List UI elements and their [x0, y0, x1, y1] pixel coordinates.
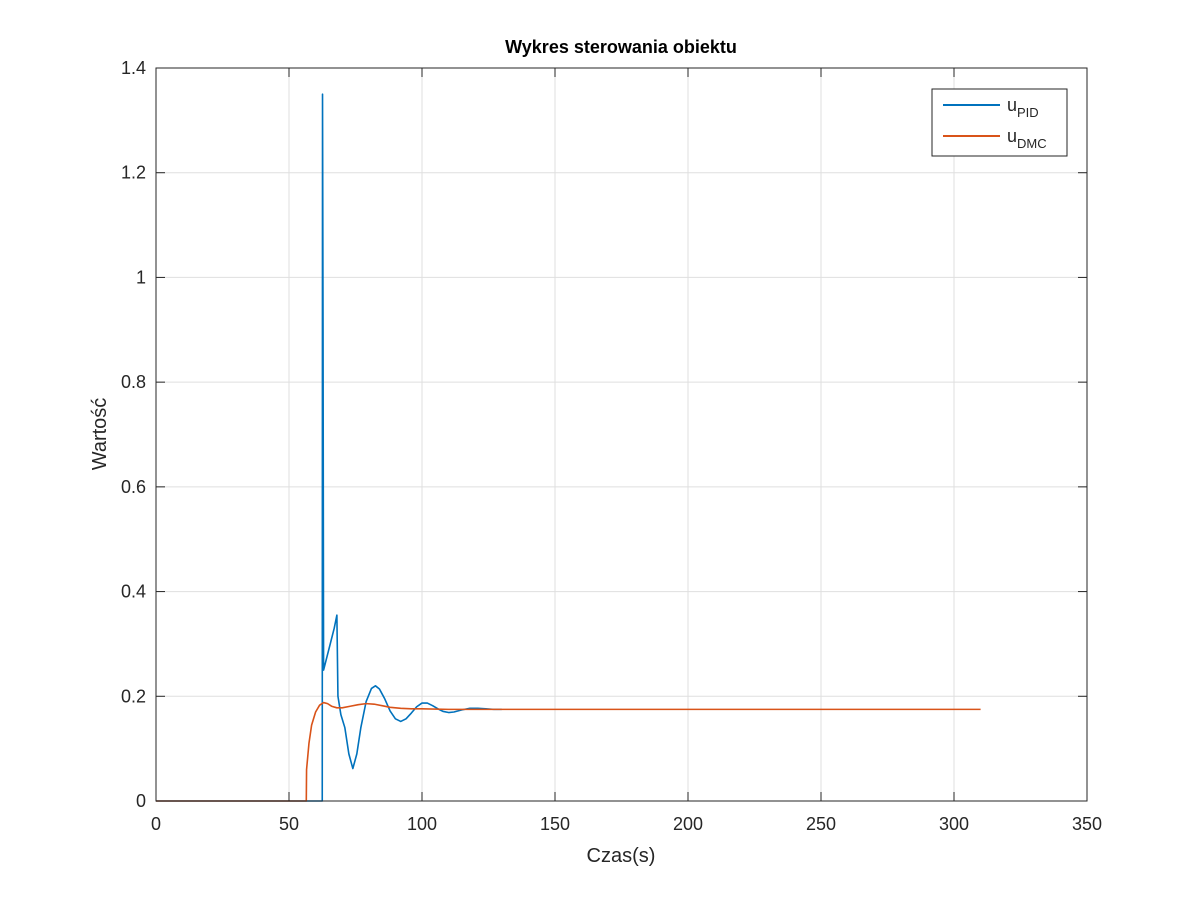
y-tick-label: 1.2 — [121, 163, 146, 183]
series-line-u-dmc — [156, 701, 981, 802]
legend-box — [931, 88, 1068, 157]
x-tick-label: 200 — [673, 814, 703, 834]
x-tick-label: 50 — [279, 814, 299, 834]
series-line-u-pid — [156, 93, 502, 802]
y-tick-label: 0.6 — [121, 477, 146, 497]
axes-box — [155, 67, 1088, 802]
y-tick-label: 1.4 — [121, 58, 146, 78]
x-axis-label: Czas(s) — [587, 845, 656, 867]
legend-label-u-pid: uPID — [1007, 95, 1039, 120]
tick-labels: 0 50 100 150 200 250 300 350 0 0.2 0.4 0.6 0.8 1 1.2 1.… — [121, 58, 1102, 834]
x-tick-label: 250 — [806, 814, 836, 834]
y-tick-label: 0.4 — [121, 582, 146, 602]
y-tick-label: 1 — [136, 267, 146, 287]
x-tick-label: 0 — [151, 814, 161, 834]
chart-title: Wykres sterowania obiektu — [505, 37, 737, 57]
series-layer — [156, 93, 981, 802]
y-tick-label: 0.2 — [121, 686, 146, 706]
legend-label-u-pid-sub: PID — [1017, 105, 1039, 120]
legend: uPID uDMC — [931, 88, 1068, 157]
legend-label-u-dmc-base: u — [1007, 126, 1017, 146]
legend-label-u-pid-base: u — [1007, 95, 1017, 115]
grid — [156, 68, 1087, 801]
x-tick-label: 100 — [407, 814, 437, 834]
x-tick-label: 150 — [540, 814, 570, 834]
y-axis-label: Wartość — [89, 398, 111, 471]
plot-area — [156, 68, 1087, 801]
y-tick-label: 0.8 — [121, 372, 146, 392]
ticks — [155, 67, 1088, 802]
legend-label-u-dmc-sub: DMC — [1017, 136, 1047, 151]
x-tick-label: 350 — [1072, 814, 1102, 834]
x-tick-label: 300 — [939, 814, 969, 834]
legend-label-u-dmc: uDMC — [1007, 126, 1047, 151]
y-tick-label: 0 — [136, 791, 146, 811]
